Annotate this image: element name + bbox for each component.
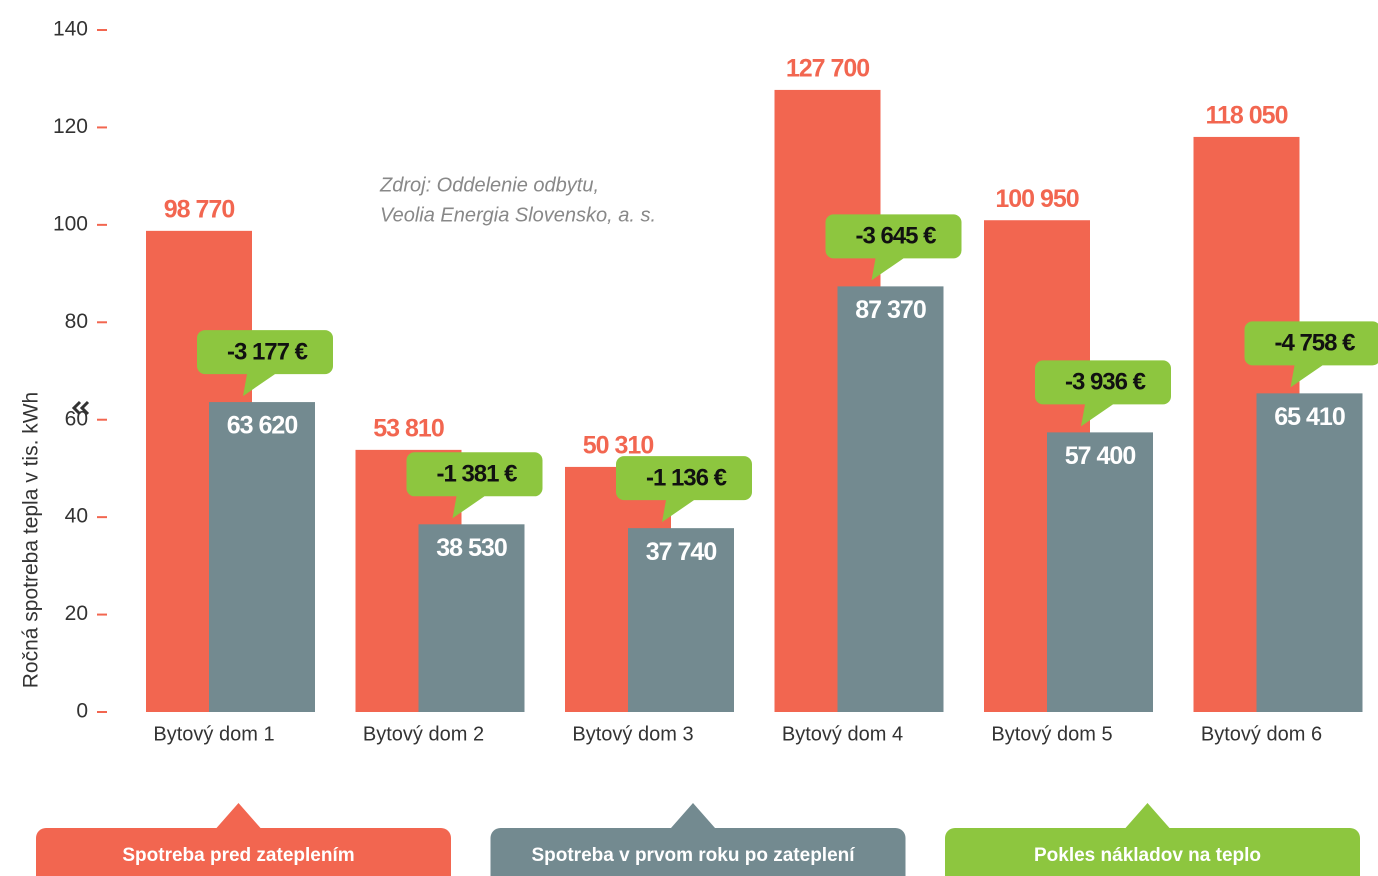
chevron-icon (71, 400, 90, 416)
bar (209, 402, 315, 712)
value-label: 63 620 (227, 412, 298, 440)
value-label: 118 050 (1206, 102, 1288, 130)
savings-label: -4 758 € (1274, 330, 1355, 357)
source-note: Zdroj: Oddelenie odbytu, (379, 174, 599, 196)
value-label: 100 950 (995, 185, 1078, 213)
bar (837, 286, 944, 712)
y-tick-label: 60 (65, 407, 88, 430)
y-tick-label: 20 (65, 602, 88, 625)
bar (1256, 393, 1363, 712)
y-tick-label: 140 (53, 18, 88, 41)
value-label: 127 700 (786, 55, 869, 83)
savings-callout (825, 214, 962, 281)
x-tick-label: Bytový dom 1 (153, 723, 274, 745)
value-label: 38 530 (436, 534, 507, 562)
savings-callout (1035, 360, 1171, 427)
x-tick-label: Bytový dom 3 (572, 723, 693, 745)
value-label: 50 310 (583, 432, 654, 460)
value-label: 37 740 (646, 538, 717, 566)
y-tick-label: 80 (65, 310, 88, 333)
x-tick-label: Bytový dom 4 (782, 723, 903, 745)
legend-label: Pokles nákladov na teplo (1034, 845, 1261, 866)
savings-label: -1 136 € (646, 464, 727, 491)
value-label: 87 370 (855, 296, 926, 324)
savings-callout (1244, 321, 1378, 388)
value-label: 57 400 (1065, 442, 1136, 470)
legend-box (490, 803, 906, 876)
bar (418, 524, 525, 712)
savings-label: -3 177 € (227, 338, 308, 365)
savings-label: -3 936 € (1065, 369, 1146, 396)
legend-box (945, 803, 1360, 876)
y-axis-label: Ročná spotreba tepla v tis. kWh (20, 392, 43, 688)
legend-box (36, 803, 451, 876)
y-tick-label: 120 (53, 115, 88, 138)
x-tick-label: Bytový dom 2 (363, 723, 484, 745)
savings-callout (616, 456, 752, 523)
value-label: 53 810 (373, 414, 444, 442)
source-note: Veolia Energia Slovensko, a. s. (380, 204, 656, 226)
legend-label: Spotreba v prvom roku po zateplení (531, 845, 855, 866)
value-label: 65 410 (1274, 403, 1345, 431)
savings-callout (406, 452, 543, 519)
y-tick-label: 0 (76, 700, 88, 723)
legend-label: Spotreba pred zateplením (122, 845, 354, 866)
savings-label: -1 381 € (436, 461, 517, 488)
savings-label: -3 645 € (855, 223, 936, 250)
y-tick-label: 100 (53, 212, 88, 235)
bar (628, 528, 734, 712)
y-tick-label: 40 (65, 505, 88, 528)
savings-callout (197, 330, 333, 397)
x-tick-label: Bytový dom 6 (1201, 723, 1322, 745)
x-tick-label: Bytový dom 5 (991, 723, 1112, 745)
value-label: 98 770 (164, 195, 235, 223)
bar (1047, 432, 1153, 712)
